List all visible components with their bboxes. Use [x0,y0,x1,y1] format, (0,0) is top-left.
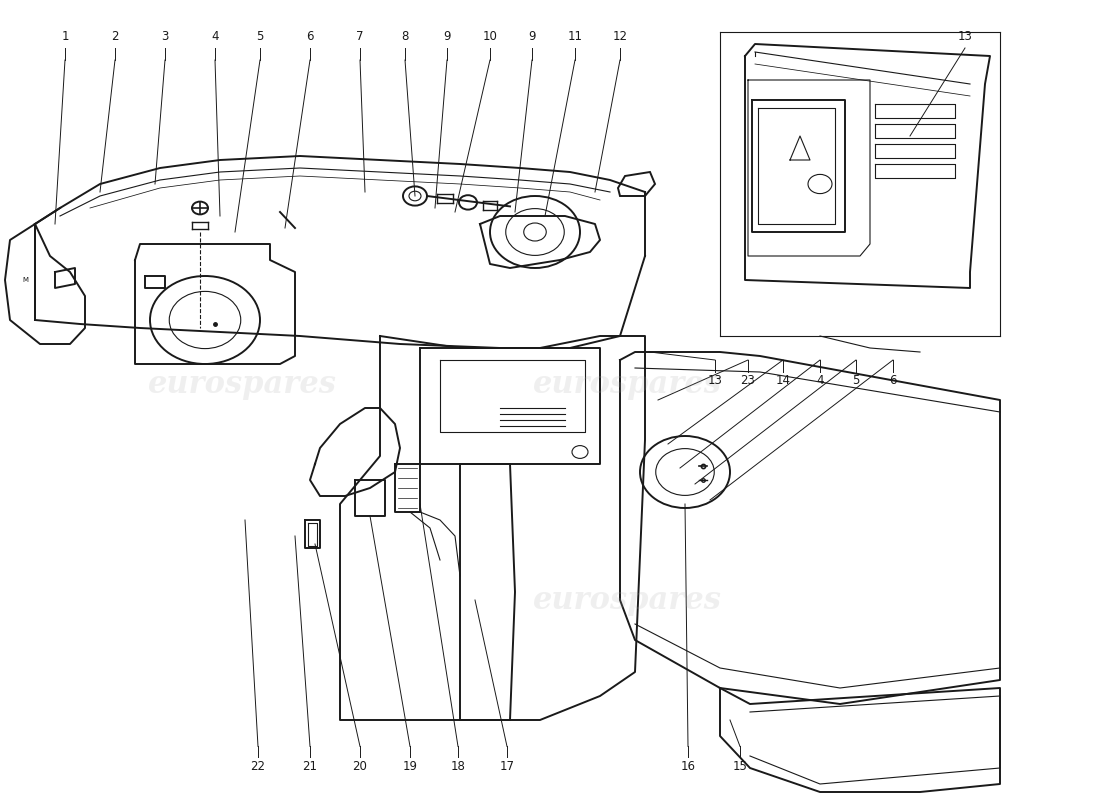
Text: 9: 9 [443,30,451,42]
Text: eurospares: eurospares [147,369,337,399]
Text: 4: 4 [816,374,824,386]
Text: 6: 6 [889,374,896,386]
Text: 6: 6 [306,30,313,42]
Text: 4: 4 [211,30,219,42]
Text: 14: 14 [776,374,791,386]
Text: 12: 12 [613,30,627,42]
Text: 10: 10 [483,30,497,42]
Text: 5: 5 [852,374,860,386]
Text: 15: 15 [733,760,747,773]
Text: 7: 7 [356,30,364,42]
Text: 11: 11 [568,30,583,42]
Text: 17: 17 [499,760,515,773]
Text: 20: 20 [353,760,367,773]
Text: 1: 1 [62,30,68,42]
Text: 13: 13 [958,30,972,42]
Text: 16: 16 [681,760,695,773]
Text: 19: 19 [403,760,418,773]
Text: 5: 5 [256,30,264,42]
Text: 9: 9 [528,30,536,42]
Text: M: M [22,277,28,283]
Text: 18: 18 [451,760,465,773]
Text: 3: 3 [162,30,168,42]
Text: 2: 2 [111,30,119,42]
Circle shape [459,195,477,210]
Text: eurospares: eurospares [532,585,722,615]
Text: 21: 21 [302,760,318,773]
Polygon shape [618,172,654,196]
Text: 23: 23 [740,374,756,386]
Text: eurospares: eurospares [532,369,722,399]
Text: 22: 22 [251,760,265,773]
Text: 8: 8 [402,30,409,42]
Text: 13: 13 [707,374,723,386]
